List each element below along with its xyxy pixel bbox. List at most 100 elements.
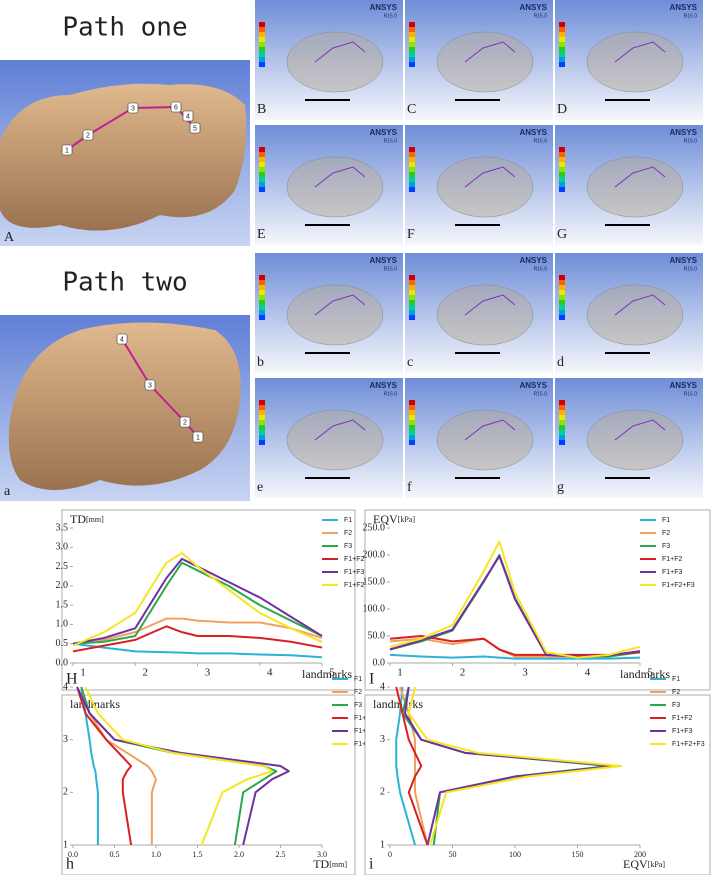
- color-legend: [409, 300, 415, 305]
- panel-label: d: [557, 355, 564, 370]
- color-legend: [259, 300, 265, 305]
- legend-label: F1: [662, 517, 670, 524]
- path-marker: [127, 102, 139, 114]
- color-legend: [559, 315, 565, 320]
- path-vectors: [614, 294, 666, 316]
- legend-label: F1+F2: [354, 715, 375, 722]
- x-tick-label: 1.5: [193, 850, 203, 859]
- ansys-brand: ANSYS: [669, 256, 697, 265]
- y-tick-label: 1.5: [56, 599, 69, 610]
- panel-label: f: [407, 480, 412, 495]
- color-legend: [259, 32, 265, 37]
- legend-label: F1+F2: [672, 715, 693, 722]
- x-tick-label: 100: [509, 850, 521, 859]
- panel-label: a: [4, 484, 11, 499]
- color-legend: [409, 280, 415, 285]
- y-tick-label: 4: [380, 681, 385, 692]
- color-legend: [559, 42, 565, 47]
- panel-label: H: [66, 671, 78, 688]
- color-legend: [559, 152, 565, 157]
- x-tick-label: 2.5: [276, 850, 286, 859]
- ansys-version: R15.0: [534, 266, 548, 272]
- y-tick-label: 2.5: [56, 561, 69, 572]
- x-tick-label: 200: [634, 850, 646, 859]
- x-axis-unit: [mm]: [329, 860, 347, 869]
- model-shape: [286, 156, 384, 218]
- path-marker: [82, 129, 94, 141]
- x-axis-name: landmarks: [620, 667, 670, 681]
- series-line: [389, 653, 641, 660]
- color-legend: [259, 22, 265, 27]
- legend-label: F2: [662, 530, 670, 537]
- color-legend: [409, 310, 415, 315]
- color-legend: [559, 290, 565, 295]
- color-legend: [259, 310, 265, 315]
- ansys-brand: ANSYS: [519, 256, 547, 265]
- path-marker: [182, 110, 194, 122]
- panel-label: E: [257, 227, 266, 242]
- color-legend: [559, 162, 565, 167]
- series-line: [395, 686, 429, 846]
- ansys-version: R15.0: [384, 266, 398, 272]
- color-legend: [559, 410, 565, 415]
- color-legend: [259, 430, 265, 435]
- y-axis-name: TD: [70, 512, 86, 526]
- model-shape: [586, 409, 684, 471]
- chart-frame: [61, 509, 356, 691]
- y-tick-label: 1: [380, 839, 385, 850]
- legend-label: F1+F3: [344, 569, 365, 576]
- color-legend: [409, 290, 415, 295]
- panel-label: c: [407, 355, 413, 370]
- panel-label: G: [557, 227, 567, 242]
- ansys-version: R15.0: [684, 13, 698, 19]
- color-legend: [409, 415, 415, 420]
- color-legend: [409, 32, 415, 37]
- color-legend: [259, 420, 265, 425]
- path-one-title: Path one: [62, 13, 187, 43]
- ansys-version: R15.0: [684, 138, 698, 144]
- y-tick-label: 50.0: [368, 630, 386, 641]
- model-shape: [436, 156, 534, 218]
- marker-label: 2: [86, 132, 90, 139]
- y-tick-label: 2.0: [56, 580, 69, 591]
- color-legend: [259, 62, 265, 67]
- color-legend: [409, 57, 415, 62]
- bone-model: [0, 83, 247, 231]
- path-vectors: [614, 419, 666, 441]
- model-shape: [286, 409, 384, 471]
- legend-label: F2: [354, 689, 362, 696]
- color-legend: [409, 315, 415, 320]
- color-legend: [409, 400, 415, 405]
- model-shape: [586, 156, 684, 218]
- path-marker: [179, 416, 191, 428]
- color-legend: [259, 425, 265, 430]
- y-axis-unit: [kPa]: [398, 515, 416, 524]
- color-legend: [259, 435, 265, 440]
- color-legend: [559, 280, 565, 285]
- ansys-version: R15.0: [384, 138, 398, 144]
- color-legend: [559, 37, 565, 42]
- path-vectors: [314, 419, 366, 441]
- model-shape: [436, 409, 534, 471]
- color-legend: [409, 177, 415, 182]
- bone-model: [8, 322, 241, 490]
- y-tick-label: 0.0: [56, 657, 69, 668]
- x-tick-label: 4: [267, 667, 273, 679]
- x-tick-label: 1.0: [151, 850, 161, 859]
- panel-label: F: [407, 227, 415, 242]
- y-tick-label: 3: [63, 734, 68, 745]
- color-legend: [259, 275, 265, 280]
- color-legend: [559, 305, 565, 310]
- color-legend: [409, 305, 415, 310]
- y-tick-label: 1.0: [56, 619, 69, 630]
- ansys-brand: ANSYS: [369, 128, 397, 137]
- y-tick-label: 2: [380, 787, 385, 798]
- color-legend: [259, 187, 265, 192]
- color-legend: [409, 162, 415, 167]
- color-legend: [409, 405, 415, 410]
- color-legend: [409, 275, 415, 280]
- color-legend: [409, 430, 415, 435]
- color-legend: [409, 295, 415, 300]
- series-line: [76, 686, 290, 846]
- path-vectors: [614, 166, 666, 188]
